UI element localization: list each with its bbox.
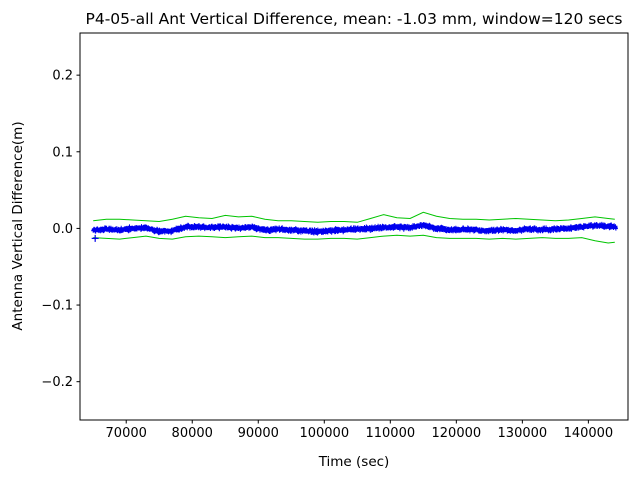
x-tick-label: 90000: [238, 426, 279, 441]
x-tick-label: 80000: [172, 426, 213, 441]
chart-title: P4-05-all Ant Vertical Difference, mean:…: [86, 10, 623, 28]
lower-envelope-line: [93, 234, 615, 244]
y-tick-label: 0.1: [52, 145, 73, 160]
x-tick-label: 70000: [106, 426, 147, 441]
x-tick-label: 110000: [365, 426, 415, 441]
y-axis-label: Antenna Vertical Difference(m): [10, 121, 26, 330]
y-tick-label: −0.2: [41, 375, 73, 390]
axes-frame: [79, 32, 629, 421]
x-tick-label: 140000: [564, 426, 614, 441]
plot-area: 70000 80000 90000 100000 110000 120000 130000 1…: [41, 32, 629, 441]
y-tick-label: 0.2: [52, 69, 73, 84]
outlier-marker: [91, 234, 99, 242]
upper-envelope-line: [93, 211, 615, 223]
x-axis-label: Time (sec): [318, 454, 390, 470]
scatter-series: [91, 221, 618, 236]
x-tick-label: 130000: [498, 426, 548, 441]
y-tick-label: −0.1: [41, 299, 73, 314]
y-tick-label: 0.0: [52, 222, 73, 237]
x-tick-label: 100000: [299, 426, 349, 441]
x-tick-label: 120000: [432, 426, 482, 441]
